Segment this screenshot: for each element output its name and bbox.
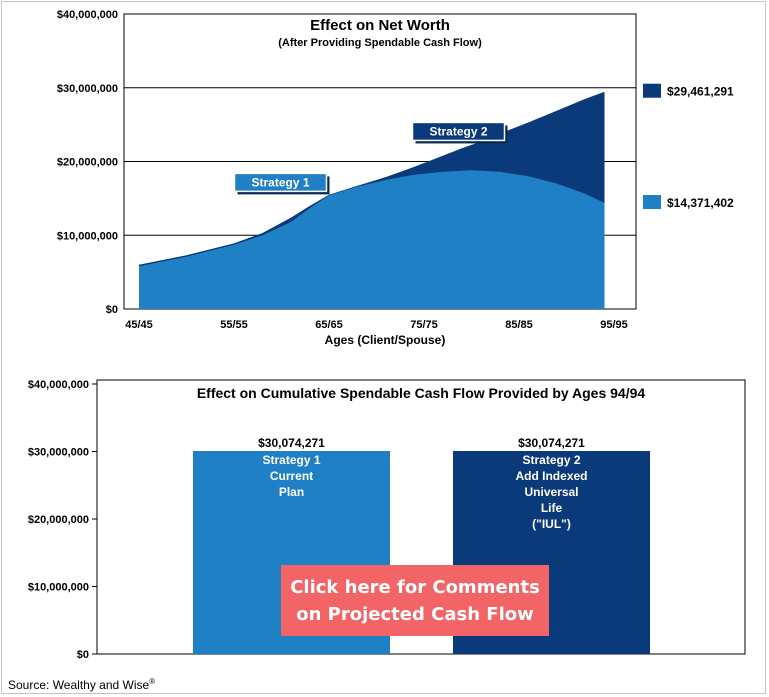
bar-inner-label: Strategy 1 <box>262 453 320 467</box>
net-worth-x-tick-label: 85/85 <box>505 319 533 331</box>
net-worth-y-tick-label: $0 <box>106 304 118 316</box>
bar-inner-label: ("IUL") <box>532 517 571 531</box>
comments-cta-button[interactable]: Click here for Comments on Projected Cas… <box>281 565 549 636</box>
net-worth-x-tick-label: 65/65 <box>315 319 343 331</box>
net-worth-x-tick-label: 75/75 <box>410 319 438 331</box>
end-value-swatch <box>643 195 661 210</box>
cash-flow-y-tick-label: $20,000,000 <box>28 514 89 526</box>
bar-value-label: $30,074,271 <box>518 436 585 450</box>
bar-inner-label: Current <box>270 469 313 483</box>
cash-flow-y-tick-label: $10,000,000 <box>28 582 89 594</box>
net-worth-x-axis-label: Ages (Client/Spouse) <box>325 333 446 347</box>
strategy-1-area <box>139 170 605 309</box>
net-worth-x-tick-label: 45/45 <box>125 319 153 331</box>
bar-inner-label: Strategy 2 <box>522 453 580 467</box>
end-value-label: $29,461,291 <box>667 85 734 99</box>
net-worth-y-tick-label: $30,000,000 <box>57 83 118 95</box>
source-note: Source: Wealthy and Wise® <box>8 677 155 692</box>
cash-flow-y-tick-label: $40,000,000 <box>28 379 89 391</box>
cash-flow-y-tick-label: $30,000,000 <box>28 447 89 459</box>
cta-line-1: Click here for Comments <box>290 576 540 598</box>
callout-box <box>233 172 328 193</box>
net-worth-title: Effect on Net Worth <box>310 17 450 34</box>
net-worth-subtitle: (After Providing Spendable Cash Flow) <box>278 37 482 49</box>
cta-line-2: on Projected Cash Flow <box>296 603 534 625</box>
source-text: Source: Wealthy and Wise <box>8 678 150 692</box>
bar-inner-label: Plan <box>279 485 304 499</box>
bar-inner-label: Life <box>541 501 563 515</box>
callout-label: Strategy 2 <box>429 124 487 138</box>
bar-inner-label: Universal <box>524 485 578 499</box>
end-value-swatch <box>643 83 661 98</box>
cash-flow-y-tick-label: $0 <box>77 649 89 661</box>
net-worth-y-tick-label: $10,000,000 <box>57 230 118 242</box>
net-worth-x-tick-label: 55/55 <box>220 319 248 331</box>
net-worth-y-tick-label: $40,000,000 <box>57 9 118 21</box>
callout-box <box>411 121 506 142</box>
net-worth-y-tick-label: $20,000,000 <box>57 157 118 169</box>
bar-value-label: $30,074,271 <box>258 436 325 450</box>
callout-label: Strategy 1 <box>251 175 309 189</box>
end-value-label: $14,371,402 <box>667 196 734 210</box>
cash-flow-title: Effect on Cumulative Spendable Cash Flow… <box>197 385 646 401</box>
registered-mark: ® <box>149 677 156 686</box>
net-worth-x-tick-label: 95/95 <box>600 319 628 331</box>
bar-inner-label: Add Indexed <box>515 469 587 483</box>
